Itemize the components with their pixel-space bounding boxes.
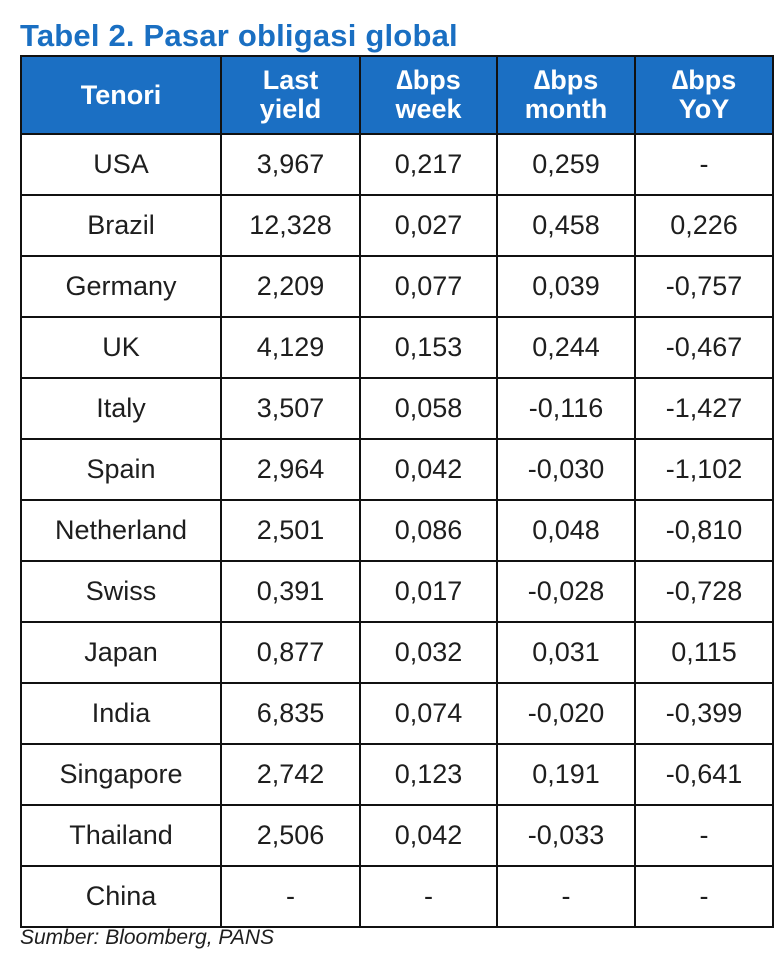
- bps-week-cell: 0,217: [359, 133, 498, 196]
- bps-month-cell: 0,039: [496, 255, 636, 318]
- table-title: Tabel 2. Pasar obligasi global: [20, 18, 458, 53]
- table-row: Spain 2,964 0,042 -0,030 -1,102: [20, 438, 774, 501]
- bps-month-cell: -: [496, 865, 636, 928]
- country-cell: India: [20, 682, 222, 745]
- header-last-yield: Last yield: [220, 55, 361, 135]
- table-row: China - - - -: [20, 865, 774, 928]
- bps-yoy-cell: -1,427: [634, 377, 774, 440]
- bps-week-cell: 0,074: [359, 682, 498, 745]
- bps-yoy-cell: -: [634, 133, 774, 196]
- last-yield-cell: 0,877: [220, 621, 361, 684]
- country-cell: Thailand: [20, 804, 222, 867]
- header-bps-yoy-line1: ∆bps: [671, 65, 737, 95]
- bps-week-cell: 0,027: [359, 194, 498, 257]
- header-bps-month-line1: ∆bps: [533, 65, 599, 95]
- country-cell: Spain: [20, 438, 222, 501]
- last-yield-cell: 0,391: [220, 560, 361, 623]
- table-row: Japan 0,877 0,032 0,031 0,115: [20, 621, 774, 684]
- table-row: India 6,835 0,074 -0,020 -0,399: [20, 682, 774, 745]
- country-cell: UK: [20, 316, 222, 379]
- bps-yoy-cell: -1,102: [634, 438, 774, 501]
- header-tenor-label: Tenori: [80, 79, 162, 110]
- country-cell: Germany: [20, 255, 222, 318]
- table-row: Thailand 2,506 0,042 -0,033-: [20, 804, 774, 867]
- header-bps-week-line2: week: [395, 94, 462, 124]
- bps-week-cell: 0,123: [359, 743, 498, 806]
- header-last-yield-line2: yield: [259, 94, 322, 124]
- header-bps-month-line2: month: [524, 94, 608, 124]
- table-row: Singapore 2,742 0,123 0,191 -0,641: [20, 743, 774, 806]
- bps-week-cell: 0,077: [359, 255, 498, 318]
- bps-month-cell: -0,030: [496, 438, 636, 501]
- table-row: Brazil 12,328 0,027 0,458 0,226: [20, 194, 774, 257]
- last-yield-cell: 3,507: [220, 377, 361, 440]
- country-cell: Swiss: [20, 560, 222, 623]
- header-bps-week: ∆bps week: [359, 55, 498, 135]
- country-cell: Netherland: [20, 499, 222, 562]
- country-cell: Italy: [20, 377, 222, 440]
- header-bps-week-line1: ∆bps: [396, 65, 461, 95]
- bps-month-cell: 0,259: [496, 133, 636, 196]
- bps-yoy-cell: -0,757: [634, 255, 774, 318]
- last-yield-cell: 3,967: [220, 133, 361, 196]
- bps-week-cell: 0,086: [359, 499, 498, 562]
- table-row: Germany 2,209 0,077 0,039 -0,757: [20, 255, 774, 318]
- table-row: UK 4,129 0,153 0,244 -0,467: [20, 316, 774, 379]
- country-cell: Brazil: [20, 194, 222, 257]
- header-bps-yoy: ∆bps YoY: [634, 55, 774, 135]
- bps-yoy-cell: -: [634, 804, 774, 867]
- last-yield-cell: 12,328: [220, 194, 361, 257]
- table-row: Netherland 2,501 0,086 0,048 -0,810: [20, 499, 774, 562]
- bps-month-cell: -0,116: [496, 377, 636, 440]
- bps-yoy-cell: -: [634, 865, 774, 928]
- table-row: Swiss 0,391 0,017 -0,028 -0,728: [20, 560, 774, 623]
- country-cell: USA: [20, 133, 222, 196]
- country-cell: Japan: [20, 621, 222, 684]
- bps-week-cell: -: [359, 865, 498, 928]
- bps-month-cell: 0,244: [496, 316, 636, 379]
- last-yield-cell: 2,742: [220, 743, 361, 806]
- bps-yoy-cell: 0,226: [634, 194, 774, 257]
- bps-yoy-cell: -0,467: [634, 316, 774, 379]
- bps-month-cell: -0,020: [496, 682, 636, 745]
- bond-market-table: Tenori Last yield ∆bps week ∆bps month ∆…: [20, 55, 774, 928]
- header-bps-yoy-line2: YoY: [678, 94, 730, 124]
- bps-month-cell: -0,028: [496, 560, 636, 623]
- table-row: USA 3,967 0,217 0,259-: [20, 133, 774, 196]
- bps-yoy-cell: -0,810: [634, 499, 774, 562]
- header-row: Tenori Last yield ∆bps week ∆bps month ∆…: [20, 55, 774, 135]
- country-cell: Singapore: [20, 743, 222, 806]
- last-yield-cell: -: [220, 865, 361, 928]
- header-tenor: Tenori: [20, 55, 222, 135]
- bps-yoy-cell: -0,641: [634, 743, 774, 806]
- bps-yoy-cell: -0,399: [634, 682, 774, 745]
- bps-week-cell: 0,032: [359, 621, 498, 684]
- last-yield-cell: 2,964: [220, 438, 361, 501]
- bps-week-cell: 0,042: [359, 804, 498, 867]
- last-yield-cell: 4,129: [220, 316, 361, 379]
- header-last-yield-line1: Last: [262, 65, 319, 95]
- bps-month-cell: 0,458: [496, 194, 636, 257]
- bps-month-cell: -0,033: [496, 804, 636, 867]
- last-yield-cell: 6,835: [220, 682, 361, 745]
- source-note: Sumber: Bloomberg, PANS: [20, 926, 275, 949]
- bps-month-cell: 0,048: [496, 499, 636, 562]
- header-bps-month: ∆bps month: [496, 55, 636, 135]
- last-yield-cell: 2,506: [220, 804, 361, 867]
- bps-yoy-cell: -0,728: [634, 560, 774, 623]
- bps-week-cell: 0,058: [359, 377, 498, 440]
- country-cell: China: [20, 865, 222, 928]
- table-row: Italy 3,507 0,058 -0,116 -1,427: [20, 377, 774, 440]
- bps-month-cell: 0,191: [496, 743, 636, 806]
- last-yield-cell: 2,209: [220, 255, 361, 318]
- bps-week-cell: 0,017: [359, 560, 498, 623]
- bps-week-cell: 0,153: [359, 316, 498, 379]
- table-body: USA 3,967 0,217 0,259- Brazil 12,328 0,027 0,45…: [20, 133, 774, 928]
- bps-week-cell: 0,042: [359, 438, 498, 501]
- last-yield-cell: 2,501: [220, 499, 361, 562]
- bps-month-cell: 0,031: [496, 621, 636, 684]
- bps-yoy-cell: 0,115: [634, 621, 774, 684]
